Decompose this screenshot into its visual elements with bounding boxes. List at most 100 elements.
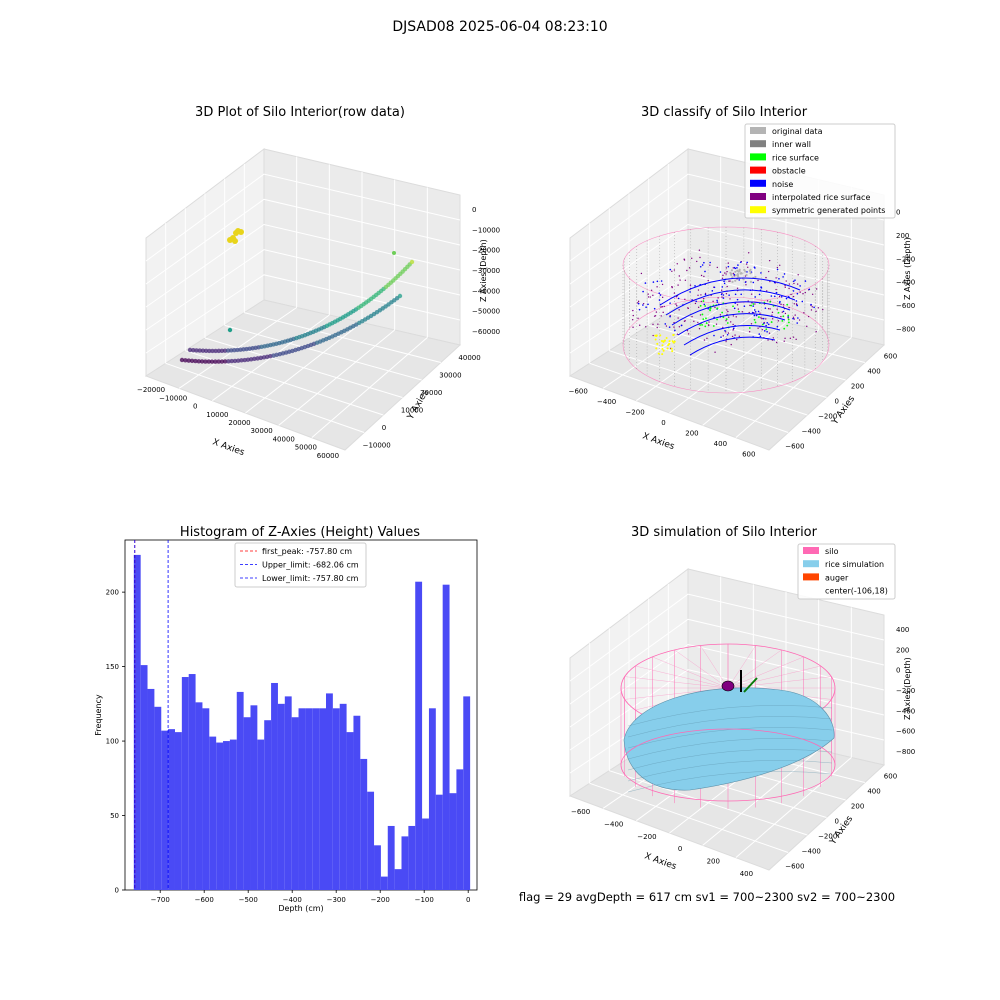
classify-interp-point (784, 284, 786, 287)
raw-point (183, 358, 188, 363)
raw-point (229, 358, 234, 364)
classify-interp-point (745, 263, 748, 265)
classify-xlabel: X Axies (641, 431, 676, 452)
simulation-legend-box (797, 543, 896, 600)
classify-legend-label: inner wall (772, 140, 811, 149)
classify-interp-point (632, 326, 634, 328)
classify-rice-point (721, 311, 724, 314)
hist-x-tick-label: −100 (415, 896, 434, 904)
classify-interp-point (767, 308, 770, 310)
raw-point (248, 357, 254, 362)
hist-x-tick-label: −700 (151, 896, 170, 904)
classify-noise-point (669, 268, 672, 271)
x-tick-label: 400 (714, 440, 727, 448)
classify-interp-point (772, 337, 775, 339)
classify-rice-point (699, 324, 702, 326)
classify-legend-label: obstacle (772, 167, 806, 176)
classify-rice-point (750, 304, 753, 307)
classify-rice-point (770, 321, 773, 323)
classify-noise-point (737, 264, 739, 266)
classify-noise-point (752, 281, 755, 284)
classify-interp-point (716, 266, 719, 269)
classify-noise-point (720, 336, 722, 338)
y-tick-label: 0 (382, 424, 386, 432)
hist-x-tick-label: −400 (283, 896, 302, 904)
raw-point (245, 357, 251, 362)
y-tick-label: 40000 (458, 354, 480, 362)
classify-rice-point (726, 322, 729, 324)
hist-bar (374, 845, 381, 890)
classify-interp-point (784, 337, 786, 340)
hist-bar (264, 720, 272, 890)
classify-interp-point (697, 306, 700, 309)
simulation-legend-swatch (803, 560, 819, 568)
classify-interp-point (730, 343, 732, 346)
classify-interp-point (645, 326, 647, 328)
y-tick-label: 400 (867, 788, 880, 796)
classify-noise-point (778, 302, 781, 304)
y-tick-label: 600 (884, 773, 897, 781)
classify-noise-point (785, 297, 788, 300)
classify-interp-point (769, 308, 771, 310)
raw-point (203, 348, 209, 354)
classify-noise-point (719, 271, 722, 273)
classify-interp-point (709, 264, 711, 266)
classify-interp-point (662, 311, 664, 314)
classify-interp-point (771, 318, 774, 320)
classify-interp-point (784, 286, 786, 288)
classify-noise-point (763, 322, 765, 325)
simulation-mesh-line (627, 716, 833, 738)
classify-interp-point (753, 311, 755, 314)
panel-histogram: Histogram of Z-Axies (Height) Values −70… (94, 525, 478, 913)
classify-symmetric-point (670, 347, 673, 350)
classify-symmetric-point (654, 338, 657, 341)
classify-interp-point (726, 309, 728, 311)
classify-interp-point (727, 310, 729, 313)
z-tick-label: 400 (896, 626, 909, 634)
classify-noise-point (658, 292, 661, 294)
classify-interp-point (717, 297, 719, 299)
classify-original-point (730, 272, 733, 275)
classify-interp-point (794, 314, 796, 316)
classify-points (622, 226, 830, 394)
simulation-silo-roof-line (727, 676, 832, 689)
classify-interp-point (777, 320, 780, 322)
classify-interp-point (729, 321, 732, 323)
hist-bar (401, 836, 409, 890)
classify-noise-point (642, 290, 644, 293)
classify-noise-point (746, 271, 748, 273)
hist-bar (195, 702, 203, 890)
z-tick-label: 0 (472, 206, 476, 214)
classify-original-point (745, 273, 748, 277)
simulation-legend-label: center(-106,18) (825, 587, 888, 596)
classify-interp-point (694, 302, 697, 305)
classify-z-ticks: 0 200 −200 −400 −600 −800 (896, 208, 915, 333)
classify-noise-point (701, 264, 704, 266)
classify-zlabel: Z Axies (Depth) (903, 237, 912, 300)
classify-legend-label: interpolated rice surface (772, 193, 870, 202)
classify-symmetric-point (656, 342, 659, 345)
classify-interp-point (761, 317, 763, 320)
z-tick-label: 0 (896, 667, 900, 675)
classify-noise-point (765, 324, 767, 327)
classify-legend-swatch (750, 206, 766, 214)
classify-symmetric-point (660, 340, 663, 343)
classify-symmetric-point (655, 335, 658, 338)
classify-legend-box (744, 123, 896, 219)
x-tick-label: −400 (597, 398, 616, 406)
classify-interp-point (736, 338, 738, 341)
classify-interp-point (697, 294, 699, 296)
raw-point (206, 359, 211, 364)
classify-interp-point (714, 351, 716, 353)
z-tick-label: −40000 (472, 287, 500, 295)
z-tick-label: 200 (896, 232, 909, 240)
classify-rice-point (705, 317, 707, 320)
classify-interp-point (698, 327, 701, 330)
classify-legend: original data inner wall rice surface obsta… (744, 123, 896, 219)
classify-rice-point (753, 318, 756, 321)
classify-original-point (743, 268, 746, 271)
classify-legend-swatch (750, 193, 766, 200)
classify-interp-point (726, 270, 728, 273)
classify-interp-point (817, 307, 820, 309)
z-tick-label: −10000 (472, 226, 500, 234)
